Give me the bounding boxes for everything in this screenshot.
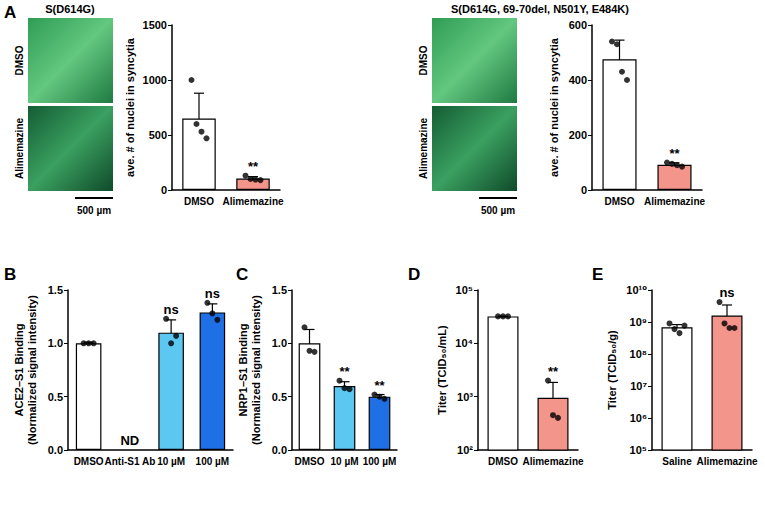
svg-text:S(D614G, 69-70del, N501Y, E484: S(D614G, 69-70del, N501Y, E484K) (451, 3, 629, 15)
svg-text:0.5: 0.5 (272, 391, 287, 403)
svg-text:B: B (4, 265, 16, 284)
svg-text:10⁵: 10⁵ (456, 284, 473, 296)
svg-text:Alimemazine: Alimemazine (644, 196, 706, 207)
svg-text:10³: 10³ (457, 391, 473, 403)
svg-text:Alimemazine: Alimemazine (696, 456, 758, 467)
svg-text:100 µM: 100 µM (363, 456, 397, 467)
svg-text:10⁴: 10⁴ (455, 337, 473, 349)
svg-text:10⁵: 10⁵ (630, 444, 647, 456)
svg-text:DMSO: DMSO (418, 45, 429, 75)
svg-text:ns: ns (164, 302, 179, 317)
svg-text:(Normalized signal intensity): (Normalized signal intensity) (26, 295, 38, 445)
svg-text:1.0: 1.0 (48, 337, 63, 349)
svg-text:**: ** (248, 159, 259, 174)
svg-text:DMSO: DMSO (488, 456, 518, 467)
svg-text:10 µM: 10 µM (157, 456, 185, 467)
svg-text:100 µM: 100 µM (196, 456, 230, 467)
svg-text:Anti-S1 Ab: Anti-S1 Ab (105, 456, 156, 467)
svg-text:ND: ND (120, 433, 139, 448)
svg-text:S(D614G): S(D614G) (45, 3, 95, 15)
svg-text:ns: ns (205, 286, 220, 301)
svg-text:10²: 10² (457, 444, 473, 456)
svg-text:Alimemazine: Alimemazine (14, 117, 25, 179)
svg-text:10⁷: 10⁷ (630, 380, 647, 392)
svg-text:A: A (4, 3, 16, 22)
svg-text:E: E (592, 265, 603, 284)
svg-text:Alimemazine: Alimemazine (418, 117, 429, 179)
svg-text:400: 400 (569, 74, 587, 86)
svg-text:DMSO: DMSO (74, 456, 104, 467)
svg-text:**: ** (339, 364, 350, 379)
svg-text:10 µM: 10 µM (331, 456, 359, 467)
svg-text:1.0: 1.0 (272, 337, 287, 349)
svg-text:C: C (236, 265, 248, 284)
svg-text:**: ** (374, 378, 385, 393)
svg-text:500 µm: 500 µm (77, 205, 111, 216)
svg-text:0: 0 (161, 184, 167, 196)
svg-text:0.0: 0.0 (272, 444, 287, 456)
svg-text:**: ** (548, 364, 559, 379)
svg-text:1500: 1500 (143, 19, 167, 31)
svg-text:NRP1–S1 Binding: NRP1–S1 Binding (237, 324, 249, 417)
svg-text:DMSO: DMSO (14, 45, 25, 75)
svg-text:DMSO: DMSO (605, 196, 635, 207)
svg-text:**: ** (669, 146, 680, 161)
svg-text:DMSO: DMSO (295, 456, 325, 467)
svg-text:DMSO: DMSO (184, 196, 214, 207)
svg-text:500 µm: 500 µm (481, 205, 515, 216)
svg-text:Alimemazine: Alimemazine (522, 456, 584, 467)
svg-text:10⁹: 10⁹ (630, 316, 647, 328)
svg-text:Titer (TCID₅₀/mL): Titer (TCID₅₀/mL) (436, 325, 448, 415)
svg-text:Alimemazine: Alimemazine (222, 196, 284, 207)
svg-text:Saline: Saline (662, 456, 692, 467)
svg-text:D: D (408, 265, 420, 284)
svg-text:ACE2–S1 Binding: ACE2–S1 Binding (13, 324, 25, 417)
svg-text:0.0: 0.0 (48, 444, 63, 456)
svg-text:10¹⁰: 10¹⁰ (626, 284, 647, 296)
svg-text:10⁶: 10⁶ (630, 412, 647, 424)
svg-text:ns: ns (719, 285, 734, 300)
svg-text:500: 500 (149, 129, 167, 141)
svg-text:0: 0 (581, 184, 587, 196)
svg-text:10⁸: 10⁸ (630, 348, 647, 360)
svg-text:1.5: 1.5 (48, 284, 63, 296)
svg-text:0.5: 0.5 (48, 391, 63, 403)
svg-text:ave. # of nuclei in syncytia: ave. # of nuclei in syncytia (124, 37, 136, 177)
svg-text:ave. # of nuclei in syncytia: ave. # of nuclei in syncytia (548, 37, 560, 177)
svg-text:1000: 1000 (143, 74, 167, 86)
svg-text:(Normalized signal intensity): (Normalized signal intensity) (250, 295, 262, 445)
svg-text:Titer (TCID₅₀/g): Titer (TCID₅₀/g) (606, 330, 618, 410)
svg-text:1.5: 1.5 (272, 284, 287, 296)
svg-text:600: 600 (569, 19, 587, 31)
svg-text:200: 200 (569, 129, 587, 141)
